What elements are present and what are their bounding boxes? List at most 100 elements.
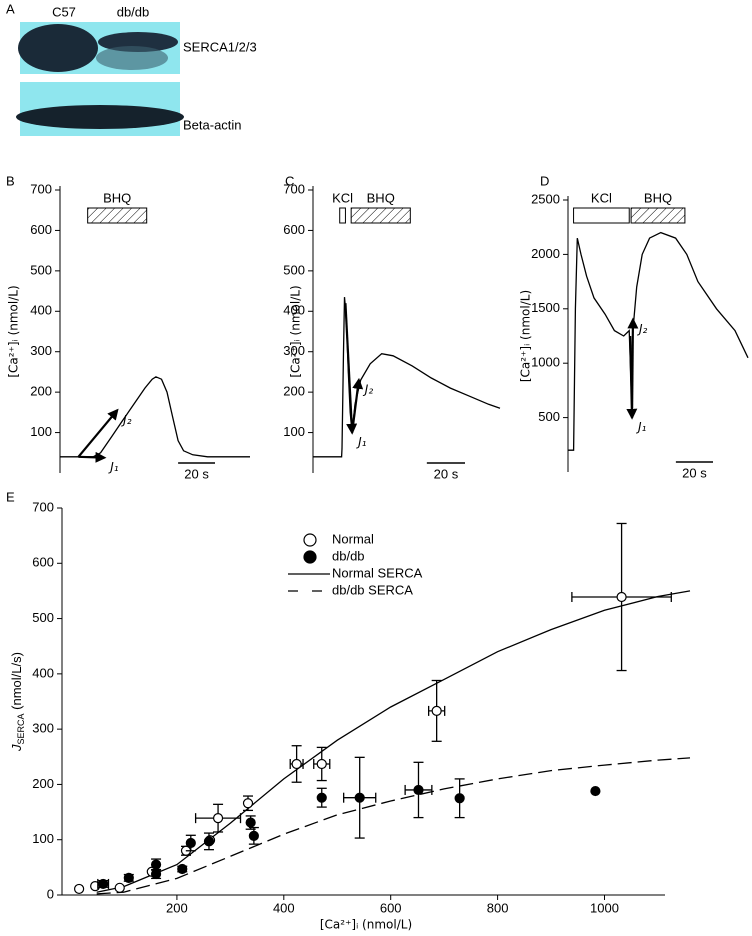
y-tick-label: 2000 — [531, 246, 560, 261]
y-tick-label: 100 — [30, 424, 52, 439]
x-tick-label: 200 — [166, 900, 188, 915]
treatment-label: KCl — [591, 190, 612, 205]
y-tick-label: 500 — [30, 262, 52, 277]
scale-bar-label: 20 s — [682, 465, 707, 480]
arrow-label: J₁ — [636, 420, 647, 434]
fit-curve — [96, 757, 691, 895]
data-point — [616, 591, 627, 603]
trace-panel: 500 1000 1500 2000 2500 [Ca²⁺]ᵢ (nmol/L) KCl BH… — [519, 190, 749, 480]
y-tick-label: 600 — [283, 222, 305, 237]
rate-arrow — [351, 377, 364, 433]
arrow-label: J₁ — [356, 435, 367, 449]
legend-marker — [303, 550, 317, 564]
y-tick-label: 700 — [30, 181, 52, 196]
y-label-main: J — [9, 744, 24, 752]
y-tick-label: 100 — [283, 424, 305, 439]
scale-bar-label: 20 s — [184, 466, 209, 481]
data-point — [590, 785, 601, 797]
legend-label: Normal — [332, 531, 374, 546]
treatment-bar — [87, 207, 148, 224]
arrow-label: J₂ — [363, 383, 374, 397]
y-axis-label: [Ca²⁺]ᵢ (nmol/L) — [519, 290, 533, 382]
treatment-label: BHQ — [103, 190, 131, 205]
treatment-bar — [350, 207, 411, 224]
y-tick-label: 400 — [30, 303, 52, 318]
panel-label: E — [6, 489, 15, 504]
trace-line — [568, 231, 749, 451]
y-tick-label: 600 — [30, 222, 52, 237]
y-tick-label: 0 — [47, 886, 54, 901]
treatment-bar — [573, 207, 630, 224]
x-tick-label: 1000 — [590, 900, 619, 915]
y-tick-label: 600 — [32, 555, 54, 570]
data-point — [291, 758, 302, 770]
x-tick-label: 400 — [273, 900, 295, 915]
data-point — [248, 830, 259, 841]
x-tick-label: 600 — [380, 900, 402, 915]
y-tick-label: 100 — [32, 831, 54, 846]
arrow-label: J₂ — [637, 322, 648, 336]
data-point — [316, 792, 327, 803]
treatment-label: KCl — [332, 190, 353, 205]
y-tick-label: 200 — [30, 384, 52, 399]
blot-band — [96, 46, 168, 70]
data-point — [454, 793, 465, 804]
y-tick-label: 200 — [32, 776, 54, 791]
blot-band — [16, 105, 184, 129]
y-axis-label: [Ca²⁺]ᵢ (nmol/L) — [289, 285, 303, 377]
data-point — [245, 817, 256, 828]
data-point — [242, 798, 254, 809]
rate-arrow — [77, 408, 119, 458]
data-point — [203, 836, 215, 847]
rate-arrow — [627, 317, 639, 418]
y-tick-label: 1500 — [531, 300, 560, 315]
trace-panel: 100 200 300 400 500 600 700 [Ca²⁺]ᵢ (nmol/L) BHQ… — [7, 181, 250, 481]
legend-marker — [303, 533, 317, 547]
y-tick-label: 700 — [283, 181, 305, 196]
trace-panel: 100 200 300 400 500 600 700 [Ca²⁺]ᵢ (nmol/L) KCl… — [283, 181, 501, 481]
y-axis-label: JSERCA (nmol/L/s) — [9, 652, 26, 752]
data-point — [413, 784, 424, 796]
rate-arrow — [344, 303, 358, 435]
legend-label: db/db SERCA — [332, 582, 413, 597]
data-point — [431, 705, 442, 716]
y-tick-label: 400 — [32, 665, 54, 680]
data-point — [74, 883, 85, 895]
treatment-bar — [339, 207, 346, 224]
panel-label: C — [285, 173, 294, 188]
y-tick-label: 1000 — [531, 355, 560, 370]
fit-curve — [96, 590, 691, 893]
band-label: Beta-actin — [183, 117, 242, 132]
data-point — [185, 837, 196, 849]
y-tick-label: 2500 — [531, 191, 560, 206]
data-point — [316, 758, 327, 770]
y-axis-label: [Ca²⁺]ᵢ (nmol/L) — [7, 285, 21, 377]
scatter-panel: 0 100 200 300 400 500 600 700 200 400 600 800 1000 [C… — [9, 499, 691, 932]
data-point — [150, 868, 162, 880]
blot-band — [18, 24, 98, 72]
y-tick-label: 500 — [32, 610, 54, 625]
rate-arrow — [78, 451, 107, 463]
y-label-unit: (nmol/L/s) — [9, 652, 24, 713]
data-point — [114, 882, 125, 893]
data-point — [123, 872, 134, 883]
x-tick-label: 800 — [487, 900, 509, 915]
legend-label: Normal SERCA — [332, 565, 423, 580]
data-point — [354, 792, 365, 803]
legend-label: db/db — [332, 548, 365, 563]
band-label: SERCA1/2/3 — [183, 39, 257, 54]
treatment-bar — [630, 207, 686, 224]
arrow-label: J₁ — [108, 460, 119, 474]
y-label-sub: SERCA — [16, 713, 26, 744]
arrow-label: J₂ — [121, 413, 132, 427]
y-tick-label: 300 — [283, 343, 305, 358]
trace-line — [60, 376, 250, 458]
data-point — [212, 813, 224, 824]
blot: C57 db/db SERCA1/2/3 Beta-actin — [16, 4, 257, 136]
scale-bar-label: 20 s — [434, 466, 459, 481]
treatment-label: BHQ — [367, 190, 395, 205]
y-tick-label: 300 — [30, 343, 52, 358]
data-point — [98, 878, 109, 890]
treatment-label: BHQ — [644, 190, 672, 205]
